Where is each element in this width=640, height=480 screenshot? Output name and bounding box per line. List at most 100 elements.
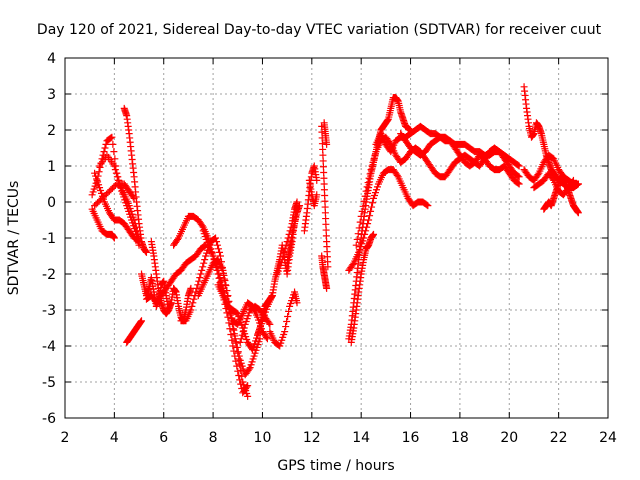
data-point-marker [245, 365, 253, 373]
y-tick-label: -3 [42, 303, 56, 319]
data-point-marker [534, 171, 542, 179]
data-point-marker [244, 392, 252, 400]
data-point-marker [230, 347, 238, 355]
x-tick-label: 12 [303, 430, 321, 446]
data-point-marker [574, 209, 582, 217]
data-point-marker [266, 320, 274, 328]
data-point-marker [354, 230, 362, 238]
data-point-marker [356, 218, 364, 226]
chart-title: Day 120 of 2021, Sidereal Day-to-day VTE… [37, 22, 602, 38]
data-point-marker [370, 155, 378, 163]
data-point-marker [214, 266, 222, 274]
data-point-marker [281, 328, 289, 336]
x-tick-label: 24 [599, 430, 617, 446]
data-point-marker [363, 223, 371, 231]
data-point-marker [200, 259, 208, 267]
data-point-marker [198, 266, 206, 274]
data-point-marker [366, 212, 374, 220]
data-point-marker [225, 319, 233, 327]
data-point-marker [237, 335, 245, 343]
data-point-marker [201, 242, 209, 250]
data-point-marker [365, 174, 373, 182]
data-point-marker [323, 284, 331, 292]
data-point-marker [189, 299, 197, 307]
data-point-marker [233, 309, 241, 317]
data-point-marker [256, 335, 264, 343]
data-point-marker [364, 179, 372, 187]
data-point-marker [263, 335, 271, 343]
data-point-marker [231, 332, 239, 340]
data-point-marker [368, 203, 376, 211]
data-point-marker [368, 162, 376, 170]
x-tick-label: 2 [61, 430, 70, 446]
data-point-marker [236, 361, 244, 369]
data-point-marker [295, 202, 303, 210]
data-point-marker [262, 333, 270, 341]
data-point-marker [362, 227, 370, 235]
y-tick-label: 3 [47, 87, 56, 103]
data-point-marker [359, 202, 367, 210]
x-tick-label: 8 [209, 430, 218, 446]
data-point-marker [423, 201, 431, 209]
data-point-marker [362, 187, 370, 195]
data-point-marker [549, 175, 557, 183]
data-point-marker [313, 176, 321, 184]
data-point-marker [112, 169, 120, 177]
data-point-marker [361, 192, 369, 200]
data-point-marker [515, 162, 523, 170]
data-point-marker [216, 274, 224, 282]
data-point-marker [313, 191, 321, 199]
data-point-marker [393, 171, 401, 179]
y-tick-label: -2 [42, 267, 56, 283]
y-tick-label: -4 [42, 339, 56, 355]
data-point-marker [349, 261, 357, 269]
data-point-marker [213, 238, 221, 246]
data-point-marker [515, 180, 523, 188]
data-point-marker [238, 372, 246, 380]
data-point-marker [239, 328, 247, 336]
data-point-marker [364, 220, 372, 228]
data-point-marker [363, 183, 371, 191]
data-point-marker [220, 271, 228, 279]
data-point-marker [101, 144, 109, 152]
data-point-marker [107, 134, 115, 142]
data-point-marker [113, 173, 121, 181]
data-point-marker [199, 263, 207, 271]
data-point-marker [237, 366, 245, 374]
y-tick-label: -1 [42, 231, 56, 247]
data-point-marker [285, 307, 293, 315]
data-point-marker [111, 181, 119, 189]
data-point-marker [369, 158, 377, 166]
data-point-marker [278, 256, 286, 264]
x-tick-label: 16 [402, 430, 420, 446]
data-point-marker [109, 140, 117, 148]
data-point-marker [358, 207, 366, 215]
data-point-marker [110, 234, 118, 242]
data-point-marker [196, 274, 204, 282]
data-point-marker [353, 235, 361, 243]
x-tick-label: 22 [550, 430, 568, 446]
data-point-marker [293, 198, 301, 206]
data-point-marker [142, 248, 150, 256]
data-point-marker [167, 299, 175, 307]
x-tick-label: 6 [159, 430, 168, 446]
data-point-marker [279, 252, 287, 260]
data-point-marker [110, 148, 118, 156]
data-point-marker [102, 140, 110, 148]
data-point-marker [367, 166, 375, 174]
data-point-marker [174, 235, 182, 243]
data-point-marker [234, 349, 242, 357]
data-point-marker [282, 241, 290, 249]
y-axis-label: SDTVAR / TECUs [6, 181, 22, 296]
data-point-marker [215, 245, 223, 253]
data-point-marker [514, 179, 522, 187]
data-point-marker [232, 338, 240, 346]
data-point-marker [108, 133, 116, 141]
x-axis-label: GPS time / hours [277, 458, 394, 474]
data-point-marker [293, 299, 301, 307]
data-point-marker [110, 162, 118, 170]
data-point-marker [195, 277, 203, 285]
data-point-marker [369, 199, 377, 207]
